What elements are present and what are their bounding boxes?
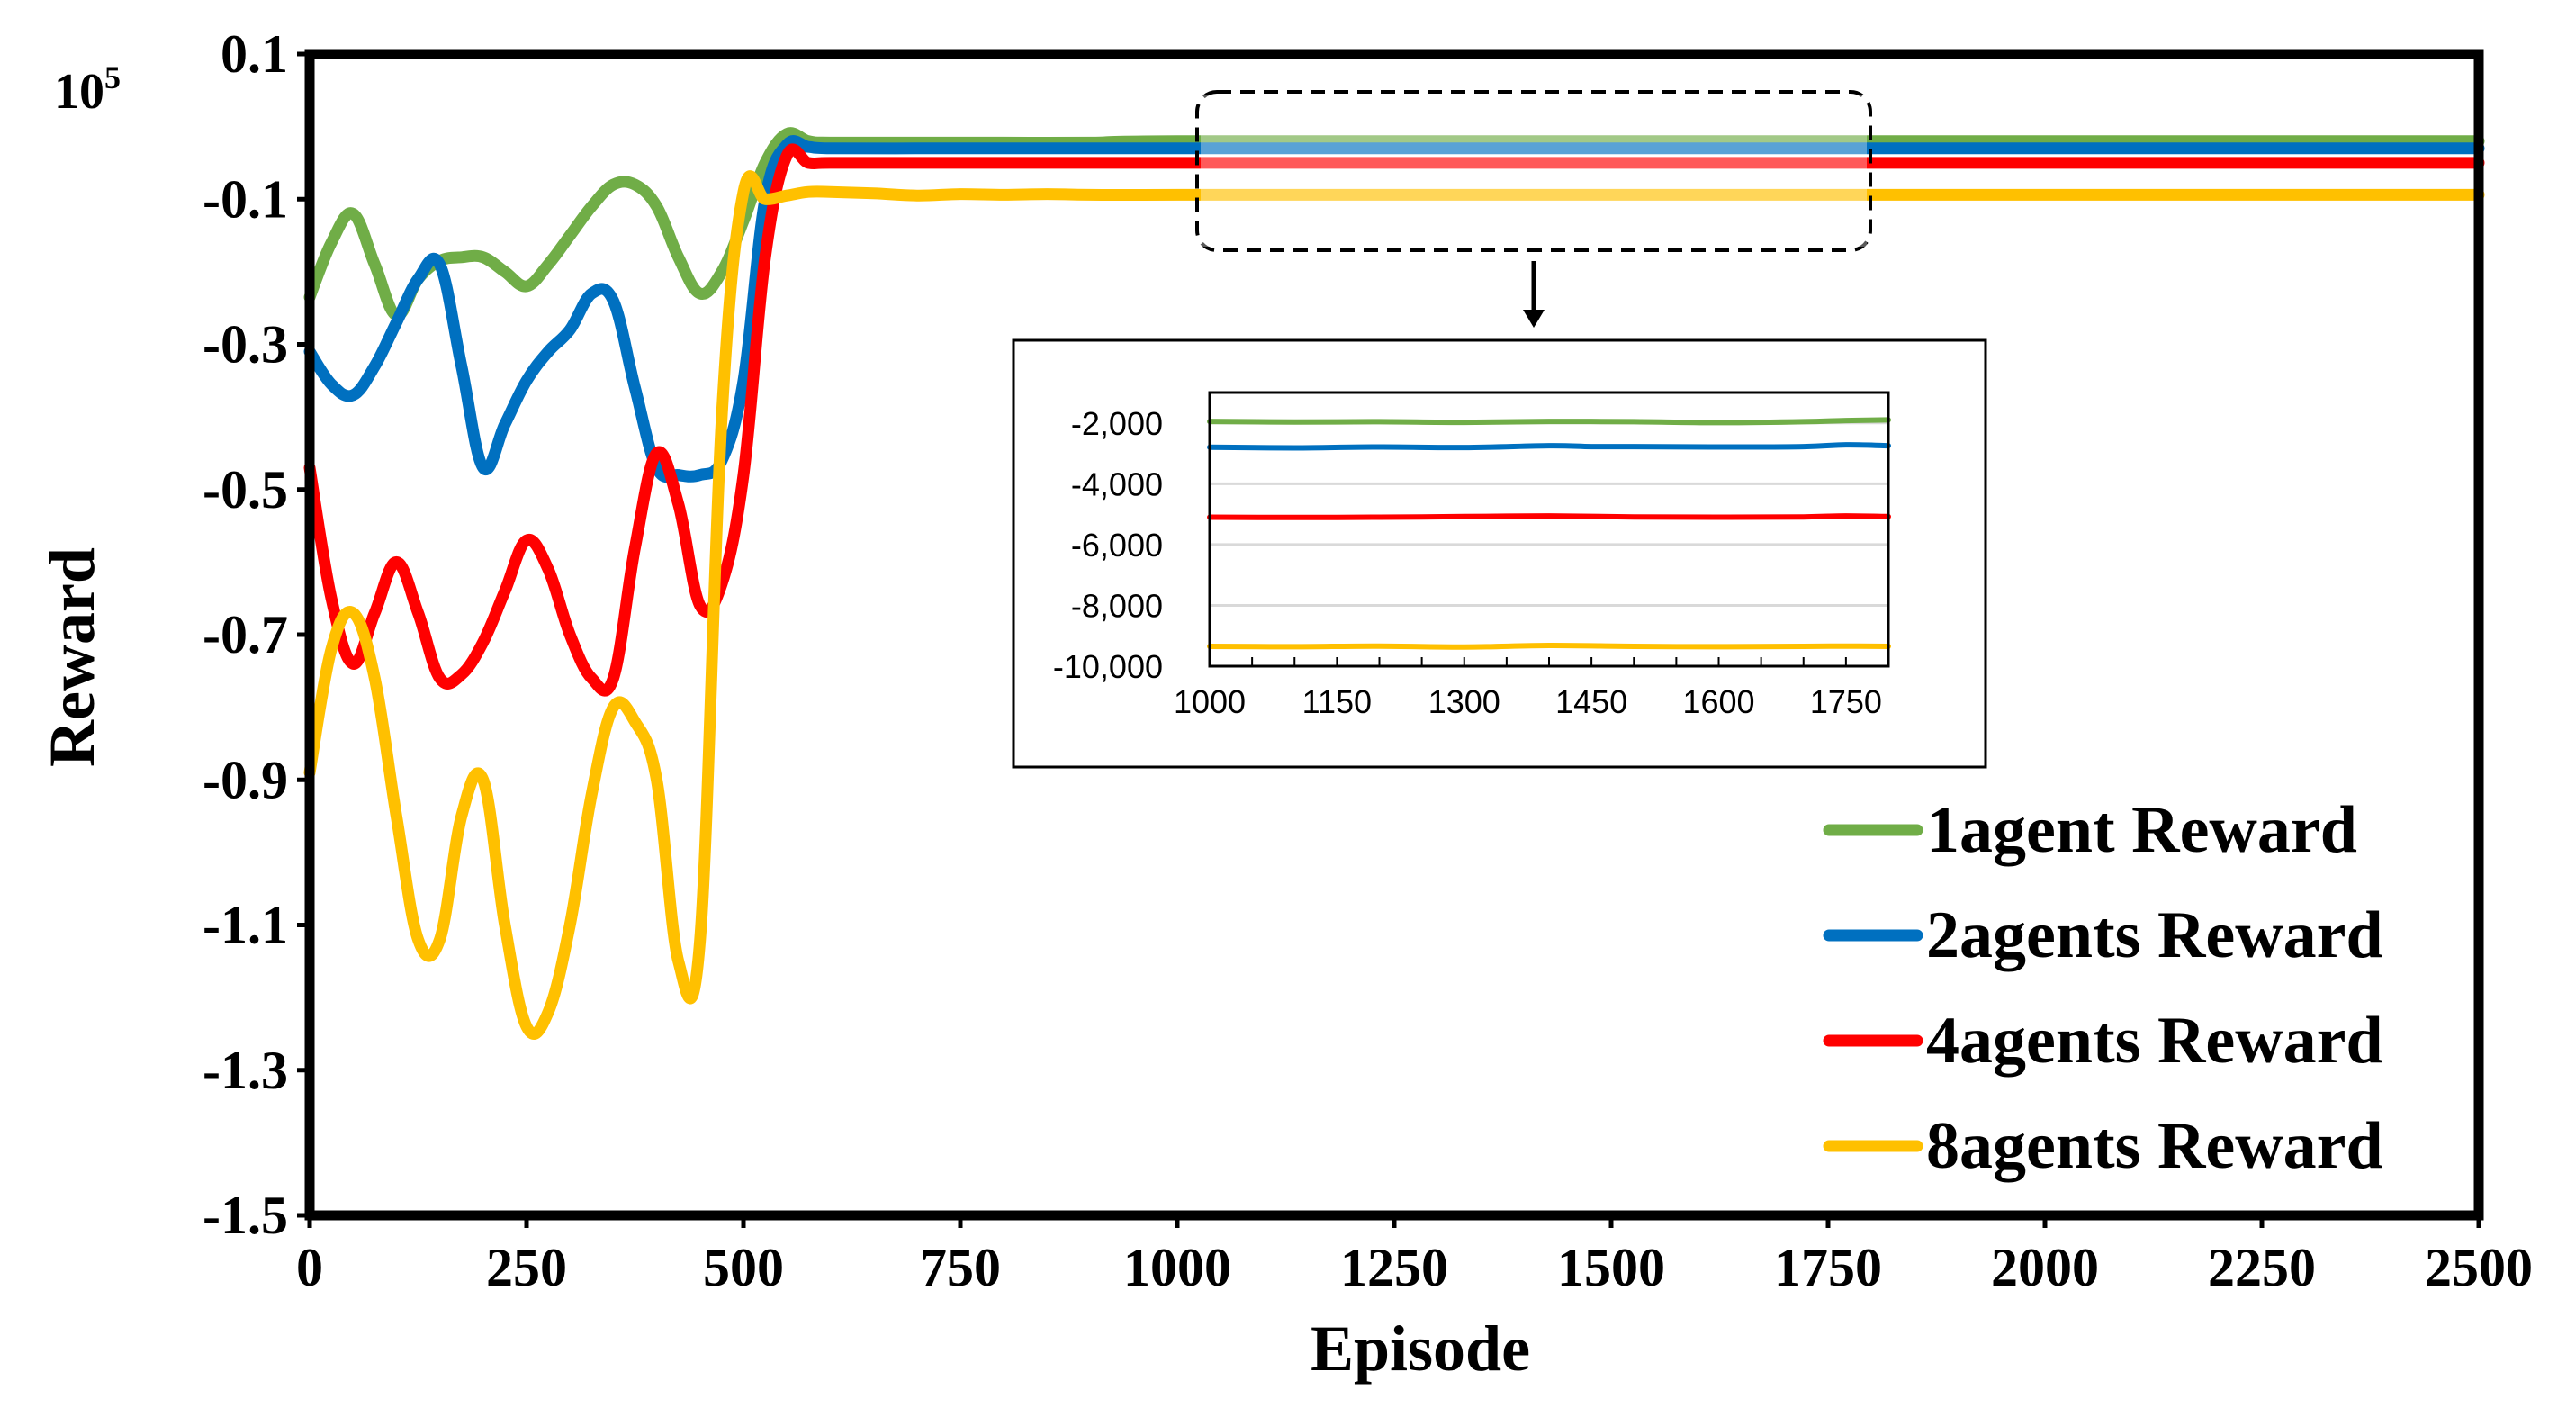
zoom-arrow <box>1523 261 1545 328</box>
main-x-ticks: 0 250 500 750 1000 1250 1500 1750 2000 2250 2500 <box>296 1215 2533 1297</box>
inset-x-tick-label: 1750 <box>1810 683 1882 720</box>
main-series-line-4agents-reward <box>303 143 2485 697</box>
main-y-tick-label: -1.1 <box>203 896 288 955</box>
main-y-tick-label: 0.1 <box>221 24 288 84</box>
inset-series-line-1agent-reward <box>1207 417 1891 426</box>
main-x-tick-label: 750 <box>920 1238 1001 1297</box>
inset-chart: 1000 1150 1300 1450 1600 1750 -2,000 -4,000 -6,… <box>1012 338 1987 769</box>
main-x-tick-label: 250 <box>486 1238 567 1297</box>
inset-y-tick-label: -4,000 <box>1071 465 1163 502</box>
main-y-tick-label: -0.7 <box>203 605 288 664</box>
inset-x-tick-label: 1450 <box>1555 683 1627 720</box>
inset-x-ticks: 1000 1150 1300 1450 1600 1750 <box>1174 657 1889 720</box>
inset-y-tick-label: -6,000 <box>1071 527 1163 564</box>
main-series-layer <box>303 127 2485 1040</box>
inset-x-tick-label: 1000 <box>1174 683 1246 720</box>
zoom-arrow-head <box>1523 310 1545 328</box>
main-y-tick-label: -1.3 <box>203 1041 288 1100</box>
main-x-tick-label: 1000 <box>1123 1238 1231 1297</box>
main-x-tick-label: 1250 <box>1340 1238 1448 1297</box>
legend-label: 2agents Reward <box>1926 898 2383 972</box>
main-x-tick-label: 500 <box>703 1238 784 1297</box>
inset-x-tick-label: 1600 <box>1682 683 1754 720</box>
inset-series-layer <box>1207 417 1891 650</box>
main-x-tick-label: 1750 <box>1774 1238 1882 1297</box>
legend-item-8agents-reward: 8agents Reward <box>1823 1109 2383 1183</box>
inset-y-tick-label: -2,000 <box>1071 405 1163 442</box>
y-scale-label: 105 <box>54 59 121 120</box>
inset-y-tick-label: -10,000 <box>1053 648 1163 685</box>
legend-item-4agents-reward: 4agents Reward <box>1823 1004 2383 1078</box>
legend-label: 8agents Reward <box>1926 1109 2383 1183</box>
main-x-tick-label: 2000 <box>1991 1238 2099 1297</box>
zoom-region-box <box>1195 90 1872 252</box>
main-series-line-8agents-reward <box>303 170 2485 1040</box>
main-x-tick-label: 0 <box>296 1238 323 1297</box>
inset-y-tick-label: -8,000 <box>1071 587 1163 624</box>
inset-frame <box>1012 338 1987 769</box>
zoom-region-highlight <box>1201 95 1867 247</box>
main-y-tick-label: -0.1 <box>203 169 288 229</box>
legend: 1agent Reward 2agents Reward 4agents Rewar… <box>1823 793 2383 1183</box>
main-plot: 0 250 500 750 1000 1250 1500 1750 2000 2250 2500 0… <box>36 24 2533 1385</box>
inset-series-line-8agents-reward <box>1207 642 1891 650</box>
inset-series-line-2agents-reward <box>1207 442 1891 451</box>
inset-x-tick-label: 1150 <box>1302 683 1372 720</box>
main-y-tick-label: -1.5 <box>203 1186 288 1245</box>
main-y-ticks: 0.1 -0.1 -0.3 -0.5 -0.7 -0.9 -1.1 -1.3 -1.5 <box>203 24 310 1245</box>
legend-item-2agents-reward: 2agents Reward <box>1823 898 2383 972</box>
legend-item-1agent-reward: 1agent Reward <box>1823 793 2357 867</box>
legend-label: 4agents Reward <box>1926 1004 2383 1078</box>
main-y-tick-label: -0.9 <box>203 750 288 809</box>
inset-series-line-4agents-reward <box>1207 513 1891 520</box>
y-axis-label: Reward <box>36 547 108 767</box>
main-y-tick-label: -0.3 <box>203 315 288 375</box>
inset-y-ticks: -2,000 -4,000 -6,000 -8,000 -10,000 <box>1053 405 1163 685</box>
main-y-tick-label: -0.5 <box>203 460 288 519</box>
x-axis-label: Episode <box>1311 1313 1530 1385</box>
main-series-line-2agents-reward <box>303 135 2485 483</box>
main-x-tick-label: 1500 <box>1557 1238 1665 1297</box>
legend-label: 1agent Reward <box>1926 793 2357 867</box>
inset-x-tick-label: 1300 <box>1428 683 1500 720</box>
main-x-tick-label: 2250 <box>2208 1238 2316 1297</box>
main-x-tick-label: 2500 <box>2425 1238 2533 1297</box>
